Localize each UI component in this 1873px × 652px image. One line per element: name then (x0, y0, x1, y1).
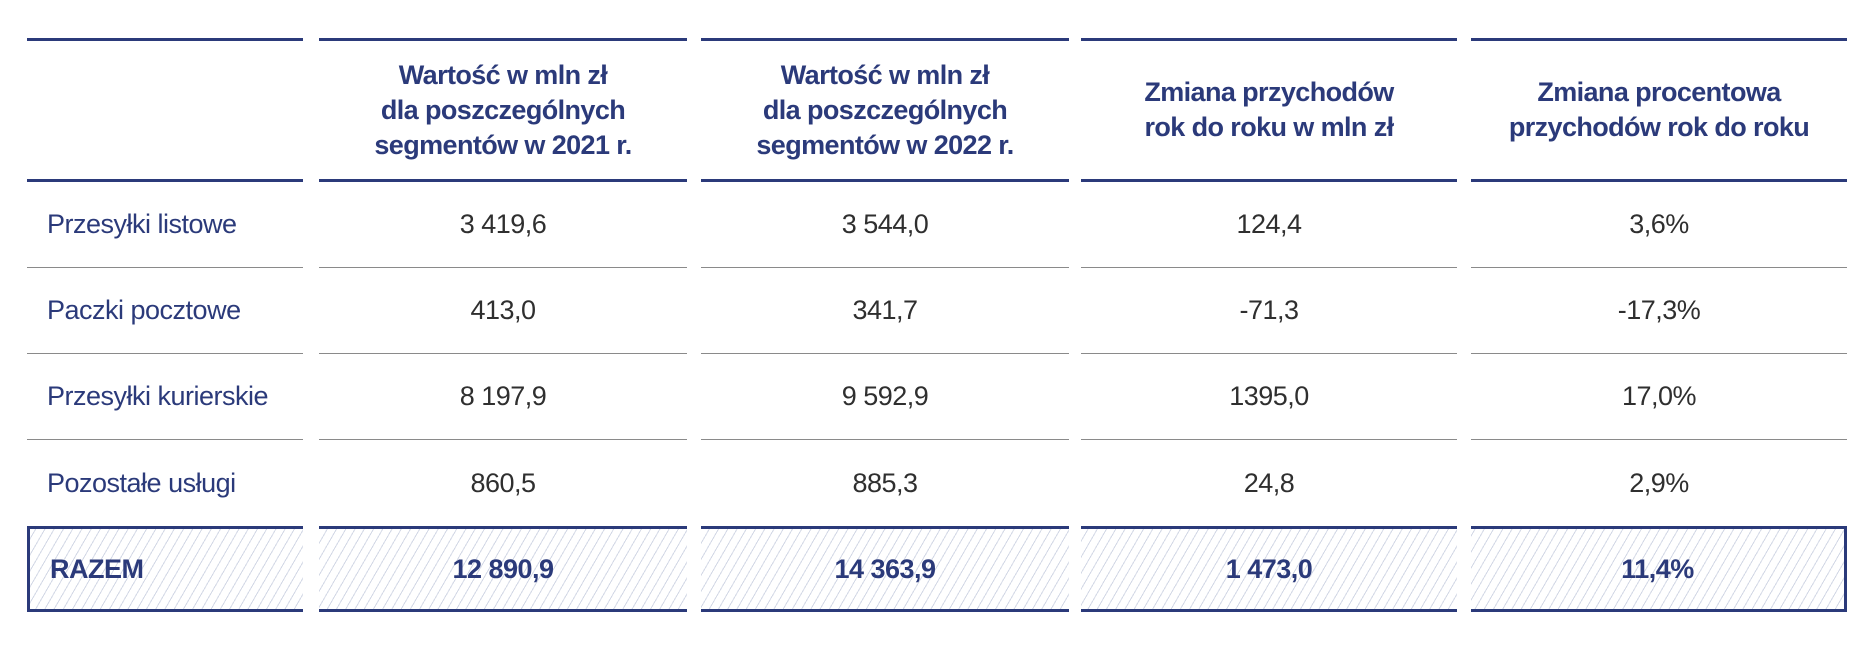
header-cell-value-2021: Wartość w mln zł dla poszczególnych segm… (319, 38, 687, 182)
cell-letters-2022: 3 544,0 (701, 182, 1069, 268)
cell-courier-2021: 8 197,9 (319, 354, 687, 440)
total-cell-2022: 14 363,9 (701, 526, 1069, 612)
row-label-courier: Przesyłki kurierskie (27, 354, 303, 440)
row-label-parcels: Paczki pocztowe (27, 268, 303, 354)
header-cell-segment (27, 38, 303, 182)
cell-parcels-2022: 341,7 (701, 268, 1069, 354)
cell-courier-2022: 9 592,9 (701, 354, 1069, 440)
cell-other-percent: 2,9% (1629, 467, 1689, 498)
cell-other-2021: 860,5 (470, 467, 536, 498)
cell-parcels-percent: -17,3% (1471, 268, 1847, 354)
total-cell-change: 1 473,0 (1081, 526, 1457, 612)
column-yoy-change: Zmiana przychodów rok do roku w mln zł 1… (1081, 0, 1457, 652)
column-value-2022: Wartość w mln zł dla poszczególnych segm… (701, 0, 1069, 652)
column-segment-labels: Przesyłki listowe Paczki pocztowe Przesy… (27, 0, 303, 652)
cell-letters-2021: 3 419,6 (319, 182, 687, 268)
header-cell-value-2022: Wartość w mln zł dla poszczególnych segm… (701, 38, 1069, 182)
header-cell-yoy-change: Zmiana przychodów rok do roku w mln zł (1081, 38, 1457, 182)
cell-other-change: 24,8 (1243, 467, 1295, 498)
cell-other-2022: 885,3 (852, 467, 918, 498)
cell-courier-percent: 17,0% (1471, 354, 1847, 440)
total-row-label: RAZEM (27, 526, 303, 612)
row-label-other: Pozostałe usługi (47, 467, 236, 498)
cell-letters-change: 124,4 (1081, 182, 1457, 268)
total-cell-2021: 12 890,9 (319, 526, 687, 612)
cell-parcels-change: -71,3 (1081, 268, 1457, 354)
column-value-2021: Wartość w mln zł dla poszczególnych segm… (319, 0, 687, 652)
cell-letters-percent: 3,6% (1471, 182, 1847, 268)
cell-parcels-2021: 413,0 (319, 268, 687, 354)
row-label-letters: Przesyłki listowe (27, 182, 303, 268)
revenue-segments-table: Przesyłki listowe Paczki pocztowe Przesy… (27, 0, 1847, 652)
column-yoy-percent: Zmiana procentowa przychodów rok do roku… (1471, 0, 1847, 652)
header-cell-yoy-percent: Zmiana procentowa przychodów rok do roku (1471, 38, 1847, 182)
cell-courier-change: 1395,0 (1081, 354, 1457, 440)
total-cell-percent: 11,4% (1471, 526, 1847, 612)
